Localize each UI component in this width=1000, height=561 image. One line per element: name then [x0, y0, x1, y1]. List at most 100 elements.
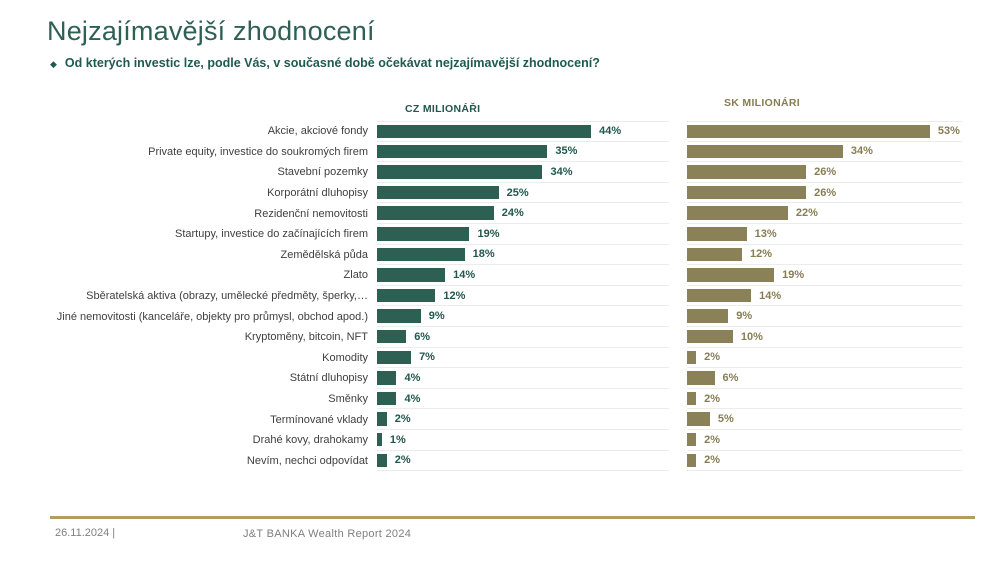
cz-plot-cell: 35% [377, 142, 669, 163]
sk-bar [687, 247, 742, 262]
chart-row: Směnky 4% 2% [45, 389, 967, 410]
page-title: Nejzajímavější zhodnocení [47, 16, 375, 46]
cz-plot-cell: 6% [377, 327, 669, 348]
cz-value-label: 18% [472, 248, 495, 261]
cz-value-label: 9% [428, 310, 445, 323]
sk-bar [687, 206, 788, 220]
category-label: Komodity [322, 351, 368, 364]
chart-row: Zlato 14% 19% [45, 265, 967, 286]
cz-bar [377, 185, 499, 200]
sk-bar [687, 432, 697, 447]
chart-row: Drahé kovy, drahokamy 1% 2% [45, 430, 967, 451]
cz-bar [377, 432, 382, 447]
sk-value-label: 2% [704, 454, 721, 467]
category-label: Private equity, investice do soukromých … [148, 145, 368, 158]
footer-report-title: J&T BANKA Wealth Report 2024 [243, 528, 412, 540]
cz-value-label: 7% [419, 351, 435, 364]
category-label: Rezidenční nemovitosti [254, 207, 368, 220]
sk-plot-cell: 2% [687, 348, 962, 369]
sk-value-label: 12% [750, 248, 773, 261]
category-label: Drahé kovy, drahokamy [252, 434, 368, 447]
cz-value-label: 4% [404, 371, 421, 384]
sk-bar [687, 288, 752, 303]
subtitle-text: Od kterých investic lze, podle Vás, v so… [64, 56, 600, 70]
cz-plot-cell: 44% [377, 121, 669, 142]
cz-value-label: 6% [414, 330, 431, 343]
cz-value-label: 44% [599, 125, 622, 138]
cz-bar [377, 206, 494, 220]
cz-plot-cell: 34% [377, 162, 669, 183]
chart-row: Private equity, investice do soukromých … [45, 142, 967, 163]
sk-bar [687, 350, 697, 365]
chart-gap [669, 286, 687, 307]
cz-value-label: 1% [389, 433, 406, 446]
chart-row: Stavební pozemky 34% 26% [45, 162, 967, 183]
category-label: Zemědělská půda [280, 248, 368, 261]
chart-gap [669, 430, 687, 451]
cz-plot-cell: 2% [377, 451, 669, 472]
cz-bar [377, 453, 387, 468]
chart-gap [669, 203, 687, 224]
footer-date: 26.11.2024 | [55, 527, 116, 539]
chart-gap [669, 183, 687, 204]
sk-bar [687, 391, 697, 406]
cz-bar [377, 227, 470, 241]
sk-plot-cell: 2% [687, 430, 962, 451]
sk-value-label: 22% [795, 207, 818, 220]
sk-bar [687, 124, 930, 139]
category-label: Startupy, investice do začínajících fire… [175, 228, 368, 241]
sk-plot-cell: 53% [687, 121, 962, 142]
cz-bar [377, 412, 387, 426]
cz-value-label: 25% [506, 186, 529, 199]
cz-value-label: 19% [477, 227, 500, 240]
sk-plot-cell: 13% [687, 224, 962, 245]
cz-plot-cell: 1% [377, 430, 669, 451]
chart-rows: Akcie, akciové fondy 44% 53% Private equity… [45, 121, 967, 472]
category-label: Zlato [343, 269, 368, 282]
chart-row: Kryptoměny, bitcoin, NFT 6% 10% [45, 327, 967, 348]
cz-plot-cell: 9% [377, 306, 669, 327]
category-label: Jiné nemovitosti (kanceláře, objekty pro… [56, 310, 368, 323]
sk-plot-cell: 34% [687, 142, 962, 163]
sk-plot-cell: 19% [687, 265, 962, 286]
chart-row: Korporátní dluhopisy 25% 26% [45, 183, 967, 204]
cz-plot-cell: 7% [377, 348, 669, 369]
category-label: Akcie, akciové fondy [267, 125, 368, 138]
chart-gap [669, 162, 687, 183]
sk-bar [687, 227, 747, 241]
category-label: Termínované vklady [270, 413, 368, 426]
sk-value-label: 6% [722, 371, 739, 384]
chart-row: Termínované vklady 2% 5% [45, 409, 967, 430]
chart-row: Komodity 7% 2% [45, 348, 967, 369]
cz-value-label: 2% [394, 413, 411, 426]
sk-bar [687, 144, 843, 159]
sk-series-header: SK MILIONÁRI [724, 97, 800, 109]
category-label: Kryptoměny, bitcoin, NFT [244, 331, 368, 344]
header-gap [669, 94, 687, 121]
cz-value-label: 12% [443, 289, 466, 302]
cz-bar [377, 350, 412, 365]
chart-gap [669, 327, 687, 348]
sk-value-label: 34% [850, 145, 873, 158]
chart-row: Sběratelská aktiva (obrazy, umělecké pře… [45, 286, 967, 307]
comparison-bar-chart: CZ MILIONÁŘI SK MILIONÁRI Akcie, akciové… [45, 94, 967, 472]
header-spacer [45, 94, 377, 121]
chart-row: Státní dluhopisy 4% 6% [45, 368, 967, 389]
chart-row: Zemědělská půda 18% 12% [45, 245, 967, 266]
chart-gap [669, 409, 687, 430]
sk-plot-cell: 26% [687, 183, 962, 204]
cz-bar [377, 288, 436, 303]
sk-bar [687, 329, 733, 344]
cz-bar [377, 247, 465, 262]
sk-bar [687, 268, 775, 282]
sk-bar [687, 453, 697, 468]
sk-plot-cell: 6% [687, 368, 962, 389]
cz-bar [377, 268, 446, 282]
chart-gap [669, 121, 687, 142]
chart-row: Startupy, investice do začínajících fire… [45, 224, 967, 245]
cz-bar [377, 309, 421, 323]
cz-plot-cell: 19% [377, 224, 669, 245]
category-label: Směnky [328, 393, 368, 406]
cz-plot-cell: 18% [377, 245, 669, 266]
cz-plot-cell: 14% [377, 265, 669, 286]
